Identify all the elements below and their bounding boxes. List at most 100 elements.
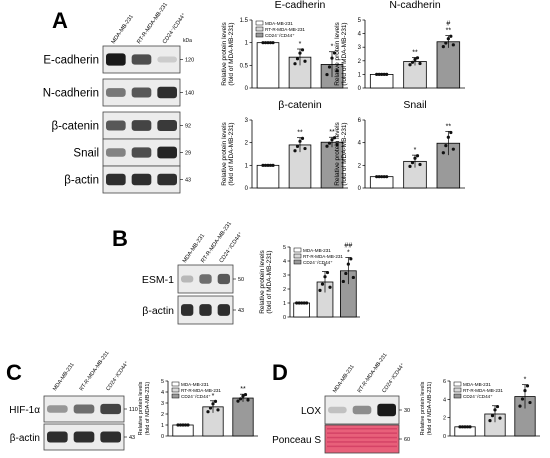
data-point <box>382 72 386 76</box>
y-tick-label: 0 <box>358 186 362 192</box>
blot-band <box>106 53 126 66</box>
data-point <box>298 51 302 55</box>
data-point <box>525 384 530 388</box>
legend-swatch <box>171 381 180 387</box>
lane-header: RT-R-MDA-MB-231 <box>79 350 111 392</box>
data-point <box>323 275 327 279</box>
blot-A: MDA-MB-231 RT-R-MDA-MB-231CD24⁻/CD44⁺kDaE… <box>43 2 194 194</box>
data-point <box>465 425 470 429</box>
legend-label: MDA-MB-231 <box>181 382 209 387</box>
data-point <box>446 135 450 139</box>
legend-label: MDA-MB-231 <box>265 21 293 26</box>
data-point <box>246 398 250 402</box>
protein-label: HIF-1α <box>9 405 40 416</box>
protein-label: β-actin <box>64 175 99 187</box>
legend-swatch <box>255 20 264 26</box>
protein-label: Ponceau S <box>272 435 321 446</box>
data-point <box>346 262 350 266</box>
y-tick-label: 2 <box>161 412 164 418</box>
y-axis-label: Relative protein levels <box>221 21 228 85</box>
kda-value: 92 <box>185 124 191 130</box>
blot-band <box>131 54 152 65</box>
ponceau-stripe <box>327 441 397 443</box>
chart-D-lox: Relative protein levels (fold of MDA-MB-2… <box>420 377 540 440</box>
lane-header: CD24⁻/CD44⁺ <box>105 360 130 392</box>
legend-label: CD24⁻/CD44⁺ <box>303 260 333 265</box>
lane-header: RT-R-MDA-MB-231 <box>200 221 233 264</box>
y-tick-label: 4 <box>161 390 164 396</box>
data-point <box>523 389 527 393</box>
data-point <box>377 72 381 76</box>
blot-band <box>100 431 121 443</box>
y-tick-label: 6 <box>443 379 446 385</box>
data-point <box>318 288 322 292</box>
y-tick-label: 0 <box>443 434 446 440</box>
chart-title: β-catenin <box>278 99 322 111</box>
y-tick-label: 3 <box>358 45 362 51</box>
y-axis-label: Relative protein levels <box>221 121 228 185</box>
protein-label: β-actin <box>10 433 40 444</box>
y-tick-label: 0 <box>245 186 249 192</box>
chart-C-hif: Relative protein levels (fold of MDA-MB-2… <box>138 379 258 440</box>
data-point <box>211 402 215 406</box>
significance-mark: * <box>414 147 417 154</box>
data-point <box>183 423 188 427</box>
legend-swatch <box>293 253 302 259</box>
legend-swatch <box>255 26 264 32</box>
ponceau-stripe <box>327 428 397 430</box>
y-tick-label: 0 <box>245 86 249 92</box>
data-point <box>330 56 334 60</box>
data-point <box>300 48 305 52</box>
lane-header: MDA-MB-231 <box>332 364 356 394</box>
blot-band <box>377 403 396 417</box>
y-tick-label: 2 <box>443 416 446 422</box>
legend-swatch <box>293 247 302 253</box>
data-point <box>325 72 329 77</box>
bar <box>436 41 461 89</box>
data-point <box>444 144 448 148</box>
blot-band <box>199 274 212 284</box>
legend-label: MDA-MB-231 <box>303 248 331 253</box>
chart-A-snail: Snail Relative protein levels (fold of MDA… <box>334 99 465 192</box>
data-point <box>449 130 453 135</box>
data-point <box>297 301 301 305</box>
blot-strip <box>324 424 400 454</box>
y-axis-label: Relative protein levels <box>334 121 341 185</box>
legend-label: CD24⁻/CD44⁺ <box>463 394 493 399</box>
data-point <box>181 423 185 427</box>
data-point <box>349 257 353 261</box>
data-point <box>375 175 379 179</box>
data-point <box>300 301 304 305</box>
significance-mark: # <box>446 21 450 28</box>
blot-band <box>106 173 126 186</box>
data-point <box>295 144 300 148</box>
kda-value: 43 <box>129 435 135 441</box>
kda-value: 120 <box>185 58 194 64</box>
data-point <box>327 65 332 69</box>
lane-header: MDA-MB-231 <box>52 362 76 392</box>
y-tick-label: 1 <box>358 72 362 78</box>
significance-mark: ** <box>412 49 418 56</box>
data-point <box>410 60 415 64</box>
legend-swatch <box>453 393 462 399</box>
y-tick-label: 5 <box>283 245 286 251</box>
data-point <box>449 34 453 38</box>
y-axis-label: (fold of MDA-MB-231) <box>427 382 433 436</box>
data-point <box>520 397 525 401</box>
data-point <box>375 72 379 76</box>
blot-band <box>157 119 177 132</box>
y-tick-label: 0 <box>161 434 164 440</box>
significance-mark: ** <box>446 28 452 35</box>
significance-mark: ** <box>446 123 452 130</box>
data-point <box>441 151 445 155</box>
data-point <box>493 408 497 412</box>
blot-band <box>73 431 95 443</box>
y-tick-label: 1 <box>245 41 249 47</box>
blot-band <box>100 403 121 415</box>
data-point <box>178 423 183 427</box>
blot-band <box>157 56 177 63</box>
bar <box>256 42 280 89</box>
protein-label: Snail <box>73 148 99 160</box>
significance-mark: ** <box>297 130 303 137</box>
